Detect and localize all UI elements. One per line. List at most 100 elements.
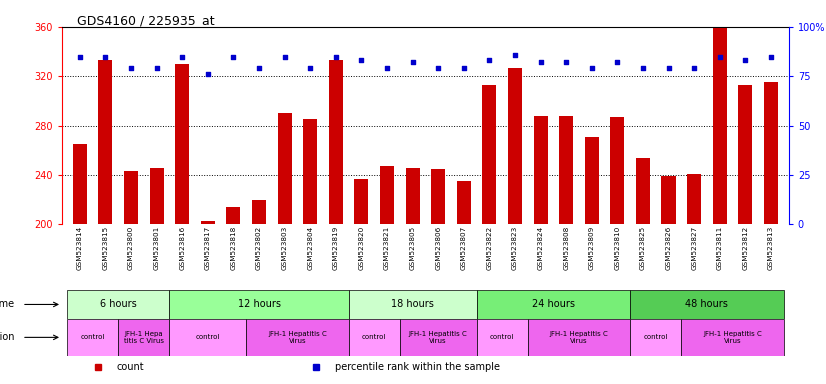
Text: GSM523827: GSM523827 bbox=[691, 226, 697, 270]
Text: GSM523826: GSM523826 bbox=[666, 226, 672, 270]
Text: JFH-1 Hepa
titis C Virus: JFH-1 Hepa titis C Virus bbox=[124, 331, 164, 344]
Bar bbox=[246, 319, 349, 356]
Bar bbox=[150, 167, 164, 224]
Text: GSM523824: GSM523824 bbox=[538, 226, 544, 270]
Text: GSM523823: GSM523823 bbox=[512, 226, 518, 270]
Bar bbox=[534, 116, 548, 224]
Point bbox=[687, 65, 700, 71]
Text: GSM523801: GSM523801 bbox=[154, 226, 159, 270]
Bar bbox=[252, 200, 266, 224]
Point bbox=[636, 65, 649, 71]
Point bbox=[534, 60, 547, 66]
Bar bbox=[406, 167, 420, 224]
Text: GSM523822: GSM523822 bbox=[487, 226, 492, 270]
Bar bbox=[528, 319, 630, 356]
Bar bbox=[67, 319, 118, 356]
Text: GSM523800: GSM523800 bbox=[128, 226, 134, 270]
Point bbox=[764, 53, 777, 60]
Point bbox=[150, 65, 164, 71]
Point bbox=[482, 57, 496, 63]
Bar bbox=[175, 64, 189, 224]
Bar bbox=[380, 166, 394, 224]
Point bbox=[457, 65, 470, 71]
Text: GSM523806: GSM523806 bbox=[435, 226, 441, 270]
Bar bbox=[508, 68, 522, 224]
Text: JFH-1 Hepatitis C
Virus: JFH-1 Hepatitis C Virus bbox=[409, 331, 468, 344]
Text: percentile rank within the sample: percentile rank within the sample bbox=[335, 362, 500, 372]
Point bbox=[559, 60, 572, 66]
Point bbox=[202, 71, 215, 77]
Bar bbox=[585, 137, 599, 224]
Text: GSM523819: GSM523819 bbox=[333, 226, 339, 270]
Point bbox=[610, 60, 624, 66]
Bar bbox=[73, 144, 87, 224]
Point bbox=[278, 53, 292, 60]
Text: GSM523812: GSM523812 bbox=[743, 226, 748, 270]
Bar bbox=[303, 119, 317, 224]
Text: GDS4160 / 225935_at: GDS4160 / 225935_at bbox=[77, 14, 214, 27]
Text: GSM523814: GSM523814 bbox=[77, 226, 83, 270]
Bar bbox=[329, 60, 343, 224]
Bar bbox=[477, 290, 630, 319]
Point bbox=[99, 53, 112, 60]
Text: GSM523821: GSM523821 bbox=[384, 226, 390, 270]
Text: JFH-1 Hepatitis C
Virus: JFH-1 Hepatitis C Virus bbox=[549, 331, 608, 344]
Text: GSM523808: GSM523808 bbox=[563, 226, 569, 270]
Point bbox=[74, 53, 87, 60]
Text: 48 hours: 48 hours bbox=[686, 300, 729, 310]
Point bbox=[355, 57, 368, 63]
Text: count: count bbox=[116, 362, 144, 372]
Bar bbox=[687, 174, 701, 224]
Bar bbox=[713, 28, 727, 224]
Text: control: control bbox=[362, 334, 387, 340]
Point bbox=[330, 53, 343, 60]
Point bbox=[227, 53, 240, 60]
Text: GSM523825: GSM523825 bbox=[640, 226, 646, 270]
Text: GSM523816: GSM523816 bbox=[179, 226, 185, 270]
Bar bbox=[630, 319, 681, 356]
Text: 12 hours: 12 hours bbox=[238, 300, 281, 310]
Bar bbox=[636, 158, 650, 224]
Bar bbox=[278, 113, 292, 224]
Bar bbox=[431, 169, 445, 224]
Bar bbox=[201, 221, 215, 224]
Text: JFH-1 Hepatitis C
Virus: JFH-1 Hepatitis C Virus bbox=[703, 331, 762, 344]
Bar bbox=[354, 179, 368, 224]
Text: GSM523805: GSM523805 bbox=[410, 226, 415, 270]
Text: control: control bbox=[490, 334, 515, 340]
Text: control: control bbox=[643, 334, 668, 340]
Point bbox=[406, 60, 420, 66]
Bar bbox=[226, 207, 240, 224]
Bar bbox=[400, 319, 477, 356]
Bar bbox=[169, 290, 349, 319]
Text: GSM523818: GSM523818 bbox=[230, 226, 236, 270]
Text: GSM523813: GSM523813 bbox=[768, 226, 774, 270]
Bar bbox=[349, 319, 400, 356]
Bar bbox=[610, 117, 624, 224]
Bar bbox=[457, 181, 471, 224]
Bar bbox=[662, 176, 676, 224]
Bar bbox=[559, 116, 573, 224]
Bar bbox=[630, 290, 784, 319]
Point bbox=[381, 65, 394, 71]
Text: JFH-1 Hepatitis C
Virus: JFH-1 Hepatitis C Virus bbox=[268, 331, 327, 344]
Point bbox=[176, 53, 189, 60]
Bar bbox=[738, 85, 752, 224]
Bar bbox=[764, 83, 778, 224]
Bar bbox=[67, 290, 169, 319]
Bar bbox=[98, 60, 112, 224]
Bar bbox=[349, 290, 477, 319]
Point bbox=[253, 65, 266, 71]
Point bbox=[662, 65, 675, 71]
Point bbox=[508, 51, 521, 58]
Text: infection: infection bbox=[0, 333, 15, 343]
Text: 24 hours: 24 hours bbox=[532, 300, 575, 310]
Text: GSM523802: GSM523802 bbox=[256, 226, 262, 270]
Point bbox=[304, 65, 317, 71]
Point bbox=[125, 65, 138, 71]
Bar bbox=[169, 319, 246, 356]
Point bbox=[585, 65, 598, 71]
Text: GSM523804: GSM523804 bbox=[307, 226, 313, 270]
Text: GSM523820: GSM523820 bbox=[358, 226, 364, 270]
Text: control: control bbox=[80, 334, 105, 340]
